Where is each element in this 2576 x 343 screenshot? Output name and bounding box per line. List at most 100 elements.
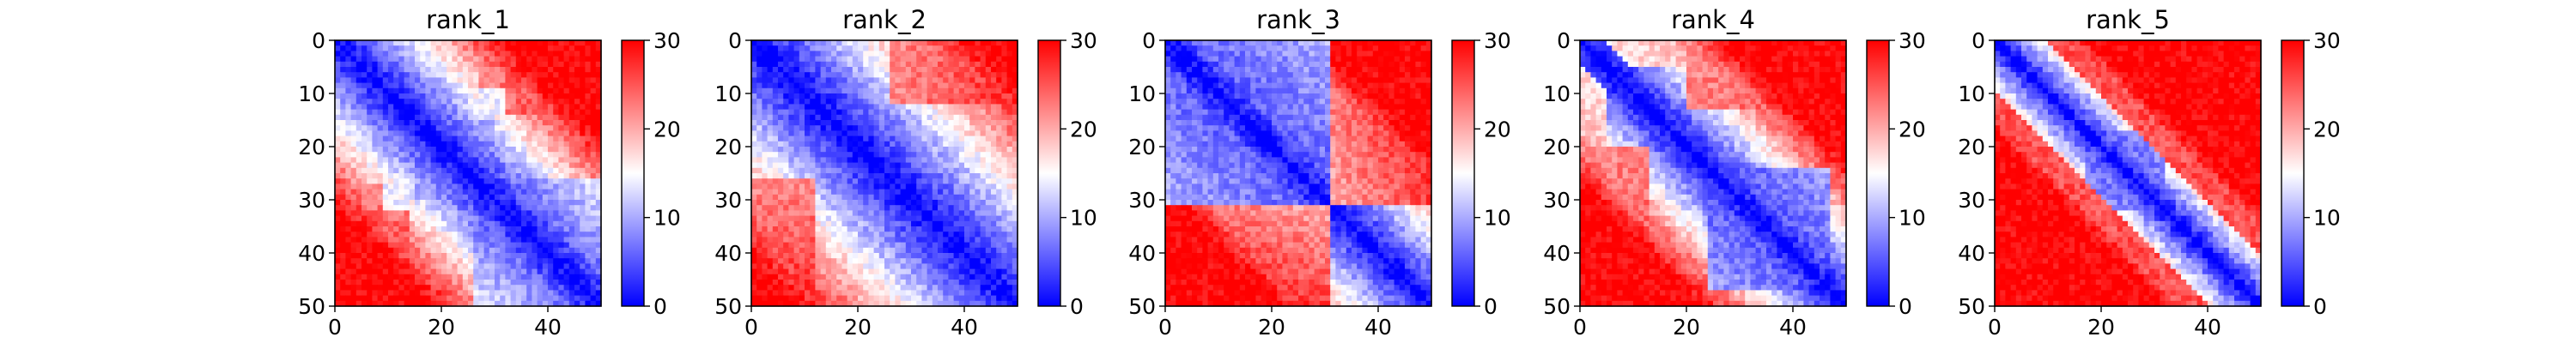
heatmap-cell xyxy=(585,141,592,147)
heatmap-cell xyxy=(574,258,580,264)
heatmap-cell xyxy=(911,147,917,153)
heatmap-cell xyxy=(489,61,495,68)
heatmap-cell xyxy=(585,189,592,196)
heatmap-cell xyxy=(483,72,490,78)
heatmap-cell xyxy=(441,295,447,302)
heatmap-cell xyxy=(916,280,922,286)
heatmap-cell xyxy=(468,280,474,286)
heatmap-cell xyxy=(788,93,795,99)
heatmap-cell xyxy=(772,263,779,270)
heatmap-cell xyxy=(793,82,800,89)
heatmap-cell xyxy=(548,237,554,244)
heatmap-cell xyxy=(489,125,495,131)
heatmap-cell xyxy=(980,40,987,46)
heatmap-cell xyxy=(932,61,939,68)
heatmap-cell xyxy=(878,226,885,232)
heatmap-cell xyxy=(500,268,506,275)
heatmap-cell xyxy=(985,104,992,111)
heatmap-cell xyxy=(980,232,987,238)
heatmap-cell xyxy=(495,232,501,238)
heatmap-cell xyxy=(382,147,389,153)
heatmap-cell xyxy=(1012,104,1018,111)
heatmap-cell xyxy=(393,82,399,89)
heatmap-cell xyxy=(335,247,341,254)
heatmap-cell xyxy=(868,82,875,89)
heatmap-cell xyxy=(441,263,447,270)
heatmap-cell xyxy=(542,300,549,307)
heatmap-cell xyxy=(388,56,394,63)
heatmap-cell xyxy=(495,194,501,201)
heatmap-cell xyxy=(852,215,859,222)
heatmap-cell xyxy=(996,295,1002,302)
heatmap-cell xyxy=(558,215,565,222)
heatmap-cell xyxy=(831,61,837,68)
heatmap-cell xyxy=(831,141,837,147)
heatmap-cell xyxy=(335,194,341,201)
heatmap-cell xyxy=(878,232,885,238)
heatmap-cell xyxy=(404,135,410,142)
heatmap-cell xyxy=(430,130,437,137)
heatmap-cell xyxy=(964,77,970,84)
heatmap-cell xyxy=(762,220,769,227)
heatmap-cell xyxy=(409,109,416,116)
heatmap-cell xyxy=(767,157,774,164)
heatmap-cell xyxy=(884,237,890,244)
heatmap-cell xyxy=(452,210,459,217)
heatmap-cell xyxy=(361,215,368,222)
heatmap-cell xyxy=(478,67,485,73)
heatmap-cell xyxy=(969,147,975,153)
heatmap-cell xyxy=(537,56,544,63)
heatmap-cell xyxy=(751,189,757,196)
heatmap-cell xyxy=(980,184,987,190)
heatmap-cell xyxy=(964,141,970,147)
heatmap-cell xyxy=(457,253,464,259)
heatmap-cell xyxy=(526,263,532,270)
x-tick-label: 0 xyxy=(328,315,342,340)
heatmap-cell xyxy=(350,285,357,291)
heatmap-cell xyxy=(948,114,955,121)
heatmap-cell xyxy=(980,135,987,142)
heatmap-cell xyxy=(927,263,933,270)
heatmap-cell xyxy=(953,242,960,249)
heatmap-cell xyxy=(473,61,479,68)
heatmap-cell xyxy=(361,162,368,169)
heatmap-cell xyxy=(767,205,774,211)
heatmap-cell xyxy=(532,220,538,227)
heatmap-cell xyxy=(788,67,795,73)
heatmap-cell xyxy=(895,72,902,78)
heatmap-cell xyxy=(340,45,346,51)
heatmap-cell xyxy=(393,125,399,131)
heatmap-cell xyxy=(420,120,426,126)
heatmap-cell xyxy=(367,300,373,307)
heatmap-cell xyxy=(510,290,517,297)
heatmap-cell xyxy=(1012,77,1018,84)
heatmap-cell xyxy=(996,82,1002,89)
heatmap-cell xyxy=(548,226,554,232)
heatmap-cell xyxy=(398,242,405,249)
heatmap-cell xyxy=(905,93,912,99)
heatmap-cell xyxy=(553,210,559,217)
heatmap-cell xyxy=(938,120,944,126)
heatmap-cell xyxy=(810,135,816,142)
heatmap-cell xyxy=(478,274,485,280)
heatmap-cell xyxy=(590,178,597,184)
heatmap-cell xyxy=(558,61,565,68)
heatmap-cell xyxy=(980,247,987,254)
heatmap-cell xyxy=(537,162,544,169)
heatmap-cell xyxy=(495,56,501,63)
heatmap-cell xyxy=(756,167,762,174)
heatmap-cell xyxy=(831,178,837,184)
heatmap-cell xyxy=(916,162,922,169)
heatmap-cell xyxy=(452,56,459,63)
heatmap-cell xyxy=(793,258,800,264)
heatmap-cell xyxy=(388,300,394,307)
heatmap-cell xyxy=(521,300,527,307)
heatmap-cell xyxy=(532,253,538,259)
heatmap-cell xyxy=(489,232,495,238)
heatmap-cell xyxy=(590,268,597,275)
panel-title: rank_1 xyxy=(426,5,510,34)
heatmap-cell xyxy=(335,147,341,153)
heatmap-cell xyxy=(873,152,880,158)
heatmap-cell xyxy=(858,205,864,211)
heatmap-cell xyxy=(858,51,864,57)
